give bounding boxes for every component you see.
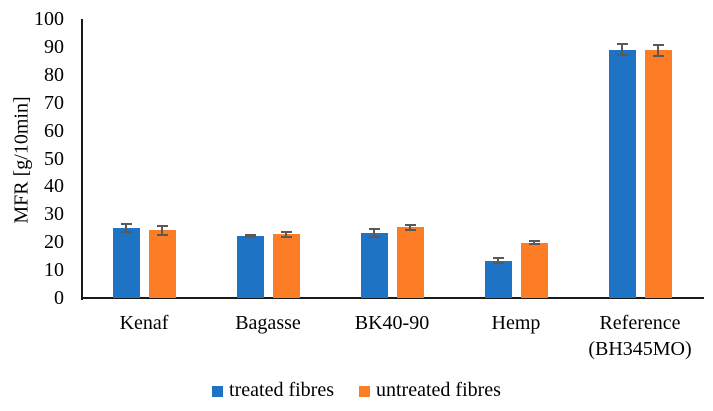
y-axis-line: [81, 19, 83, 300]
x-category-label-1: Kenaf: [119, 312, 169, 334]
bar-treated-1: [112, 227, 140, 298]
legend-label: untreated fibres: [376, 379, 501, 401]
bar-treated-2: [236, 236, 264, 298]
y-tick-label-50: 50: [44, 147, 64, 170]
legend-item-treated-fibres: treated fibres: [212, 379, 334, 401]
error-bar-cap: [652, 54, 664, 57]
error-bar-cap: [528, 243, 540, 246]
bar-untreated-5: [644, 50, 672, 298]
error-bar-cap: [280, 231, 292, 234]
y-tick-label-100: 100: [34, 8, 64, 30]
bar-untreated-3: [396, 227, 424, 298]
bar-untreated-4: [520, 242, 548, 298]
error-bar-cap: [528, 240, 540, 243]
error-bar: [125, 223, 127, 232]
error-bar: [249, 234, 251, 238]
error-bar: [533, 241, 535, 245]
legend-swatch-icon: [359, 385, 370, 397]
error-bar-cap: [368, 227, 380, 230]
error-bar: [657, 44, 659, 56]
error-bar-cap: [492, 257, 504, 260]
error-bar: [409, 224, 411, 231]
y-tick-label-80: 80: [44, 63, 64, 86]
error-bar-cap: [280, 235, 292, 238]
y-tick-label-10: 10: [44, 259, 64, 282]
y-tick-label-30: 30: [44, 203, 64, 226]
x-axis-line: [81, 297, 704, 299]
bar-treated-4: [484, 260, 512, 298]
y-tick-label-40: 40: [44, 175, 64, 198]
legend-label: treated fibres: [229, 379, 334, 401]
error-bar-cap: [492, 262, 504, 265]
error-bar-cap: [404, 223, 416, 226]
bar-untreated-2: [272, 234, 300, 298]
error-bar-cap: [120, 230, 132, 233]
error-bar-cap: [156, 233, 168, 236]
y-tick-label-70: 70: [44, 91, 64, 114]
error-bar: [373, 228, 375, 237]
error-bar: [161, 226, 163, 235]
y-tick-label-60: 60: [44, 119, 64, 142]
y-tick-label-20: 20: [44, 231, 64, 254]
error-bar: [497, 258, 499, 264]
error-bar-cap: [616, 43, 628, 46]
legend-swatch-icon: [212, 385, 224, 397]
error-bar: [621, 44, 623, 56]
y-tick-label-0: 0: [54, 287, 64, 309]
error-bar: [285, 232, 287, 237]
x-category-label-2: Bagasse: [235, 312, 301, 334]
legend-item-untreated-fibres: untreated fibres: [359, 379, 501, 401]
x-category-label-4: Hemp: [491, 312, 541, 334]
error-bar-cap: [652, 43, 664, 46]
bar-treated-5: [608, 49, 636, 298]
legend: treated fibres untreated fibres: [0, 379, 713, 401]
error-bar-cap: [368, 235, 380, 238]
y-tick-label-90: 90: [44, 35, 64, 58]
bar-treated-3: [360, 232, 388, 298]
error-bar-cap: [616, 54, 628, 57]
error-bar-cap: [120, 222, 132, 225]
error-bar-cap: [156, 225, 168, 228]
x-category-label-5: Reference (BH345MO): [588, 312, 692, 360]
error-bar-cap: [244, 233, 256, 236]
x-category-label-3: BK40-90: [354, 312, 430, 334]
bar-untreated-1: [148, 230, 176, 298]
error-bar-cap: [404, 229, 416, 232]
error-bar-cap: [244, 236, 256, 239]
